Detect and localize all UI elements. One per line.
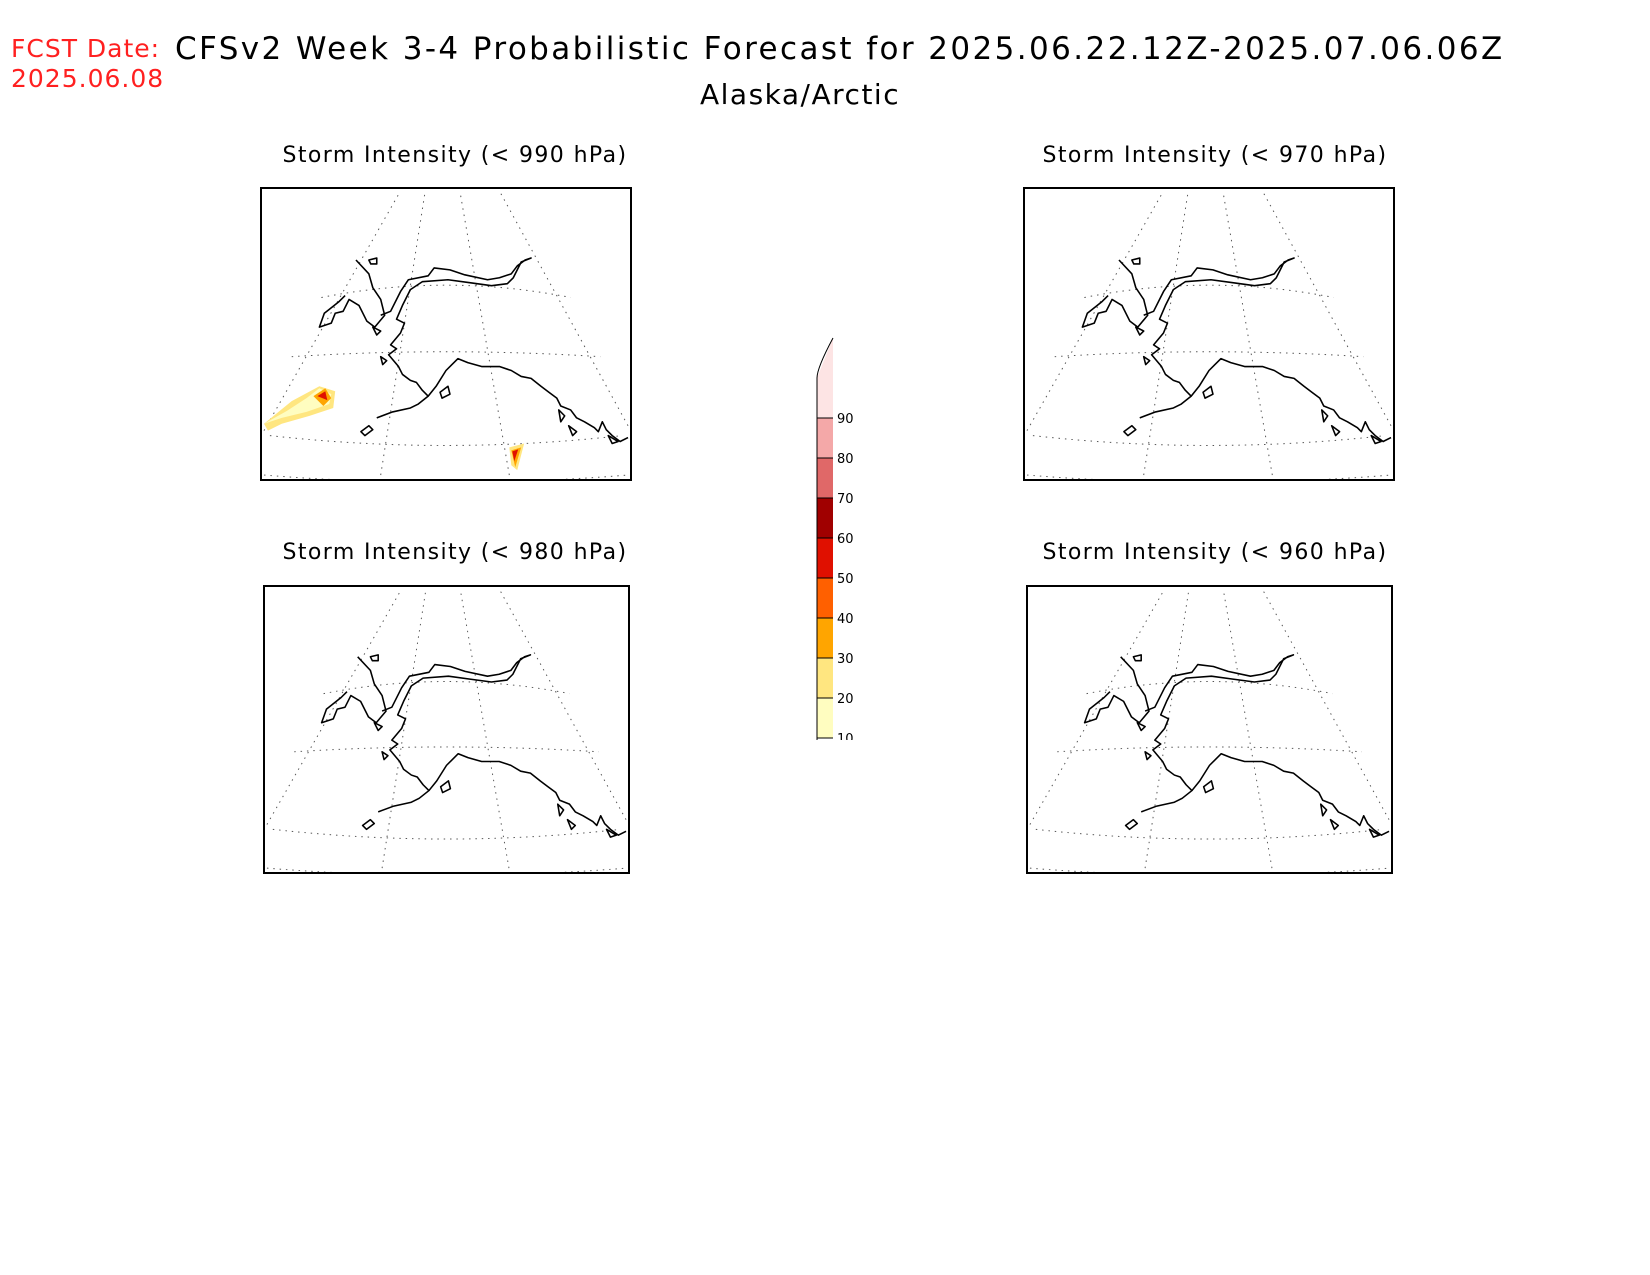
graticule bbox=[263, 190, 629, 479]
page-title: CFSv2 Week 3-4 Probabilistic Forecast fo… bbox=[175, 31, 1505, 67]
colorbar-top-end bbox=[817, 338, 833, 378]
graticule bbox=[1026, 190, 1392, 479]
map-970-canvas bbox=[1026, 190, 1392, 479]
coastline bbox=[320, 654, 627, 838]
forecast-date-block: FCST Date: 2025.06.08 bbox=[11, 34, 164, 94]
colorbar-label: 90 bbox=[837, 412, 854, 427]
forecast-date-value: 2025.06.08 bbox=[11, 64, 165, 93]
map-panel-960 bbox=[1026, 585, 1393, 874]
coastline bbox=[1081, 257, 1392, 445]
colorbar-segment bbox=[817, 378, 833, 418]
shading-990 bbox=[263, 386, 525, 471]
colorbar-segment bbox=[817, 498, 833, 538]
colorbar-canvas: 10 20 30 40 50 60 70 80 90 bbox=[816, 337, 854, 779]
colorbar-segment bbox=[817, 658, 833, 698]
panel-title-960: Storm Intensity (< 960 hPa) bbox=[1042, 540, 1388, 565]
colorbar: 10 20 30 40 50 60 70 80 90 bbox=[815, 330, 905, 779]
panel-title-970: Storm Intensity (< 970 hPa) bbox=[1042, 143, 1388, 168]
colorbar-label: 60 bbox=[837, 532, 854, 547]
colorbar-label: 40 bbox=[837, 612, 854, 627]
colorbar-segment bbox=[817, 458, 833, 498]
colorbar-label: 50 bbox=[837, 572, 854, 587]
graticule bbox=[1029, 588, 1390, 872]
graticule bbox=[266, 588, 627, 872]
map-980-canvas bbox=[266, 588, 627, 872]
map-960-canvas bbox=[1029, 588, 1390, 872]
colorbar-label: 30 bbox=[837, 652, 854, 667]
map-panel-980 bbox=[263, 585, 630, 874]
colorbar-segment bbox=[817, 698, 833, 738]
colorbar-segment bbox=[817, 578, 833, 618]
map-panel-990 bbox=[260, 187, 632, 481]
panel-title-990: Storm Intensity (< 990 hPa) bbox=[282, 143, 628, 168]
colorbar-segment bbox=[817, 538, 833, 578]
map-990-canvas bbox=[263, 190, 629, 479]
panel-title-980: Storm Intensity (< 980 hPa) bbox=[282, 540, 628, 565]
forecast-date-label: FCST Date: bbox=[11, 34, 161, 63]
colorbar-label: 10 bbox=[837, 732, 854, 740]
region-subtitle: Alaska/Arctic bbox=[700, 78, 901, 111]
colorbar-label: 20 bbox=[837, 692, 854, 707]
colorbar-label: 80 bbox=[837, 452, 854, 467]
colorbar-segment bbox=[817, 618, 833, 658]
map-panel-970 bbox=[1023, 187, 1395, 481]
coastline bbox=[1083, 654, 1390, 838]
colorbar-label: 70 bbox=[837, 492, 854, 507]
coastline bbox=[318, 257, 629, 445]
colorbar-segment bbox=[817, 418, 833, 458]
